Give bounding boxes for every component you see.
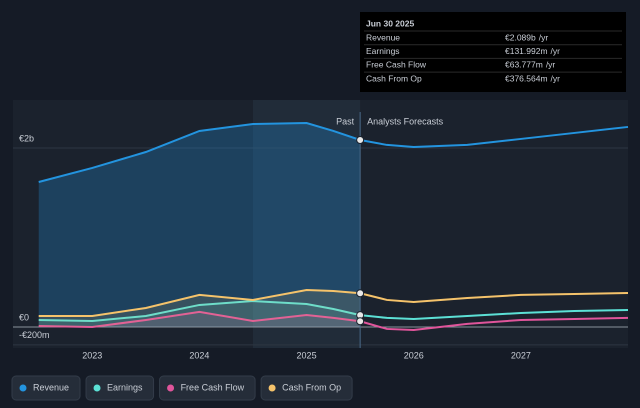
tooltip-name: Earnings	[366, 46, 400, 56]
y-tick-label: €2b	[19, 133, 34, 143]
legend-swatch	[268, 384, 276, 392]
tooltip-name: Revenue	[366, 32, 400, 42]
legend-label: Earnings	[107, 382, 143, 392]
forecast-label: Analysts Forecasts	[367, 116, 444, 126]
line	[38, 300, 629, 322]
tooltip-name: Free Cash Flow	[366, 60, 427, 70]
legend-item[interactable]: Cash From Op	[260, 375, 353, 401]
y-tick-label: €0	[19, 312, 29, 322]
tooltip-value: €63.777m	[505, 60, 543, 70]
legend-label: Revenue	[33, 382, 69, 392]
x-tick-label: 2023	[82, 350, 102, 360]
x-tick-label: 2025	[297, 350, 317, 360]
x-tick-label: 2026	[404, 350, 424, 360]
legend-item[interactable]: Earnings	[85, 375, 155, 401]
line	[38, 310, 629, 332]
point	[356, 289, 365, 298]
line	[38, 289, 629, 317]
area	[38, 311, 361, 327]
y-tick-label: -€200m	[19, 330, 50, 340]
legend-label: Free Cash Flow	[181, 382, 245, 392]
legend-swatch	[19, 384, 27, 392]
legend-swatch	[167, 384, 175, 392]
legend-button	[159, 375, 256, 401]
legend-swatch	[93, 384, 101, 392]
area	[38, 290, 361, 327]
tooltip-value: €131.992m	[505, 46, 548, 56]
line	[38, 121, 629, 183]
x-tick-label: 2024	[189, 350, 209, 360]
tooltip-date: Jun 30 2025	[366, 18, 414, 28]
legend-item[interactable]: Revenue	[11, 375, 81, 401]
legend-button	[11, 375, 81, 401]
tooltip-box	[360, 12, 626, 92]
point	[356, 317, 365, 326]
tooltip-per: /yr	[551, 73, 561, 83]
tooltip-per: /yr	[551, 46, 561, 56]
past-label: Past	[336, 116, 355, 126]
area	[38, 123, 361, 327]
legend-item[interactable]: Free Cash Flow	[159, 375, 256, 401]
past-year-band	[253, 100, 361, 348]
legend-button	[85, 375, 155, 401]
tooltip-name: Cash From Op	[366, 73, 422, 83]
tooltip-value: €2.089b	[505, 32, 536, 42]
tooltip: Jun 30 2025 Revenue €2.089b/yr Earnings €131…	[360, 12, 626, 92]
legend-label: Cash From Op	[282, 382, 341, 392]
tooltip-per: /yr	[539, 32, 549, 42]
tooltip-value: €376.564m	[505, 73, 548, 83]
area	[38, 301, 361, 327]
point	[356, 136, 365, 145]
x-tick-label: 2027	[511, 350, 531, 360]
tooltip-per: /yr	[546, 60, 556, 70]
legend-button	[260, 375, 353, 401]
